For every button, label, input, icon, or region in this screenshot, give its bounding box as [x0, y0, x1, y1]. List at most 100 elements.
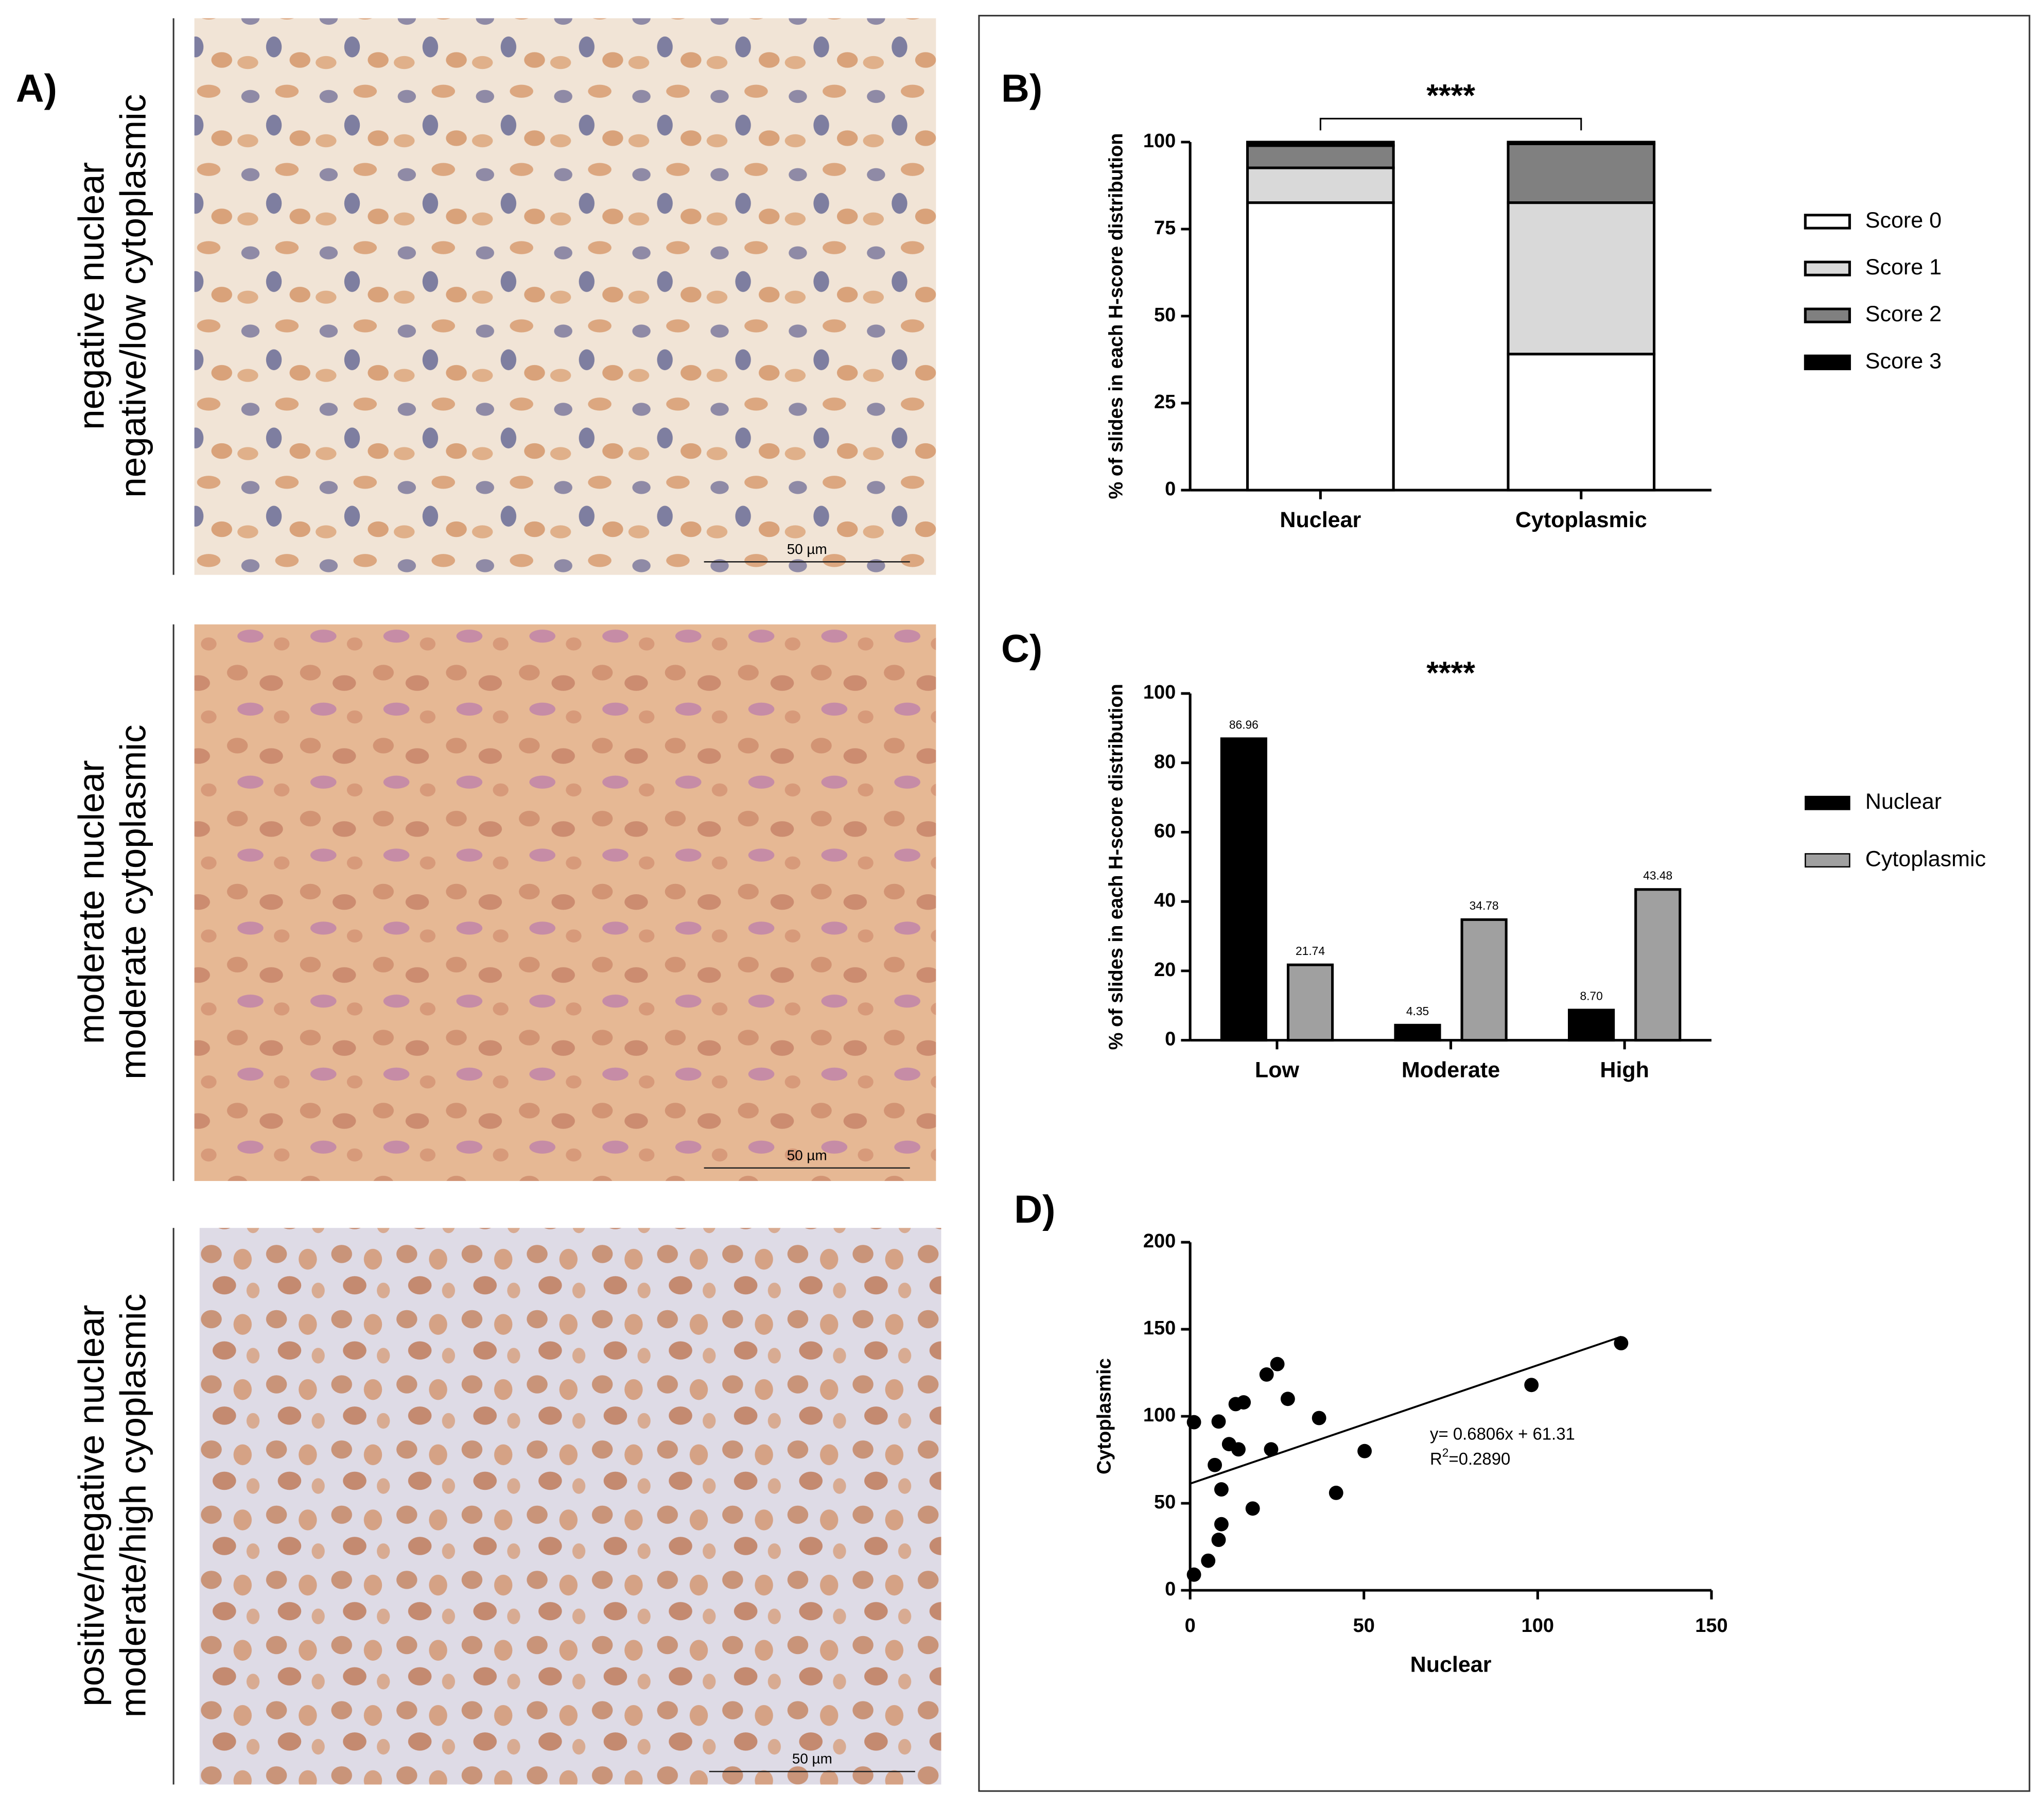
micrograph-label: moderate cytoplasmic [113, 725, 153, 1080]
scale-bar-label: 50 µm [787, 541, 827, 557]
fit-line [1190, 1335, 1622, 1485]
legend-label: Score 0 [1865, 208, 1942, 233]
legend-label: Score 1 [1865, 255, 1942, 280]
bar [1634, 888, 1682, 1042]
point [1259, 1367, 1274, 1382]
legend-swatch [1804, 354, 1851, 371]
y-tick-label: 0 [1165, 1578, 1176, 1600]
micrograph [194, 624, 936, 1181]
bar [1394, 1023, 1441, 1042]
value-label: 21.74 [1296, 944, 1325, 958]
point [1211, 1414, 1226, 1429]
y-axis-label: Cytoplasmic [1094, 1358, 1115, 1474]
y-tick-label: 40 [1154, 890, 1176, 911]
point [1236, 1395, 1251, 1410]
point [1208, 1457, 1222, 1472]
x-tick-label: 100 [1522, 1615, 1554, 1637]
y-tick-label: 50 [1154, 1491, 1176, 1513]
micrograph-label: negative/low cytoplasmic [113, 94, 153, 498]
panel-label: C) [1001, 627, 1042, 671]
y-tick-label: 60 [1154, 821, 1176, 842]
bar-segment [1246, 166, 1395, 204]
micrograph-label: negative nuclear [71, 162, 112, 430]
legend-label: Cytoplasmic [1865, 847, 1986, 872]
panel-label: B) [1001, 66, 1042, 110]
micrograph [199, 1228, 941, 1785]
point [1524, 1378, 1539, 1393]
micrograph [194, 18, 936, 575]
legend-swatch [1804, 214, 1851, 230]
panel-label: D) [1014, 1188, 1055, 1231]
legend-swatch [1805, 853, 1850, 868]
y-tick-label: 25 [1154, 391, 1176, 413]
x-tick-label: Cytoplasmic [1515, 508, 1647, 532]
value-label: 43.48 [1643, 868, 1672, 882]
x-tick-label: 0 [1185, 1615, 1196, 1637]
bar-segment [1507, 353, 1656, 492]
legend-label: Score 3 [1865, 349, 1942, 373]
bar-segment [1507, 141, 1656, 145]
x-axis-label: Nuclear [1410, 1652, 1492, 1677]
micrograph-label: moderate nuclear [71, 760, 112, 1044]
legend-label: Nuclear [1865, 789, 1942, 814]
y-tick-label: 20 [1154, 959, 1176, 981]
y-tick-label: 100 [1143, 130, 1176, 152]
point [1211, 1533, 1226, 1548]
legend-swatch [1805, 795, 1850, 810]
bar [1568, 1009, 1615, 1042]
y-tick-label: 50 [1154, 304, 1176, 326]
legend-swatch [1804, 307, 1851, 323]
y-tick-label: 200 [1143, 1230, 1176, 1252]
point [1312, 1411, 1326, 1425]
y-tick-label: 150 [1143, 1317, 1176, 1339]
bar-segment [1246, 201, 1395, 492]
fit-equation: y= 0.6806x + 61.31 [1430, 1424, 1575, 1444]
r-squared-base: R [1430, 1449, 1442, 1468]
x-tick-label: High [1600, 1058, 1649, 1083]
point [1214, 1482, 1229, 1497]
point [1186, 1415, 1201, 1430]
y-tick-label: 100 [1143, 682, 1176, 703]
point [1231, 1442, 1246, 1457]
x-tick-label: Nuclear [1280, 508, 1361, 532]
y-tick-label: 75 [1154, 217, 1176, 239]
value-label: 86.96 [1229, 718, 1259, 732]
panel-label: A) [16, 66, 57, 110]
r-squared-sup: 2 [1442, 1446, 1449, 1459]
bar-segment [1246, 141, 1395, 147]
bar [1220, 737, 1267, 1042]
point [1270, 1357, 1285, 1371]
y-axis-label: % of slides in each H-score distribution [1105, 684, 1127, 1050]
r-squared-rest: =0.2890 [1448, 1449, 1510, 1468]
significance: **** [1426, 78, 1475, 113]
panel-border [978, 14, 2031, 1792]
point [1614, 1336, 1629, 1351]
bar-segment [1507, 201, 1656, 356]
x-tick-label: 50 [1353, 1615, 1375, 1637]
point [1329, 1485, 1343, 1500]
point [1201, 1553, 1216, 1568]
significance: **** [1426, 655, 1475, 690]
y-tick-label: 100 [1143, 1404, 1176, 1426]
point [1264, 1442, 1279, 1457]
x-tick-label: 150 [1695, 1615, 1727, 1637]
y-axis-label: % of slides in each H-score distribution [1105, 133, 1127, 499]
x-tick-label: Low [1255, 1058, 1300, 1083]
value-label: 8.70 [1580, 989, 1602, 1003]
bar-segment [1246, 144, 1395, 169]
point [1245, 1501, 1260, 1516]
y-tick-label: 0 [1165, 1029, 1176, 1050]
bar [1460, 918, 1508, 1042]
point [1280, 1392, 1295, 1406]
point [1214, 1517, 1229, 1532]
micrograph-label: moderate/high cyoplasmic [113, 1294, 153, 1717]
bar-segment [1507, 142, 1656, 204]
bar [1286, 963, 1334, 1042]
scale-bar-label: 50 µm [787, 1147, 827, 1163]
micrograph-label: positive/negative nuclear [71, 1305, 112, 1706]
y-tick-label: 0 [1165, 478, 1176, 500]
point [1186, 1567, 1201, 1582]
value-label: 34.78 [1470, 899, 1499, 912]
legend-swatch [1804, 260, 1851, 276]
